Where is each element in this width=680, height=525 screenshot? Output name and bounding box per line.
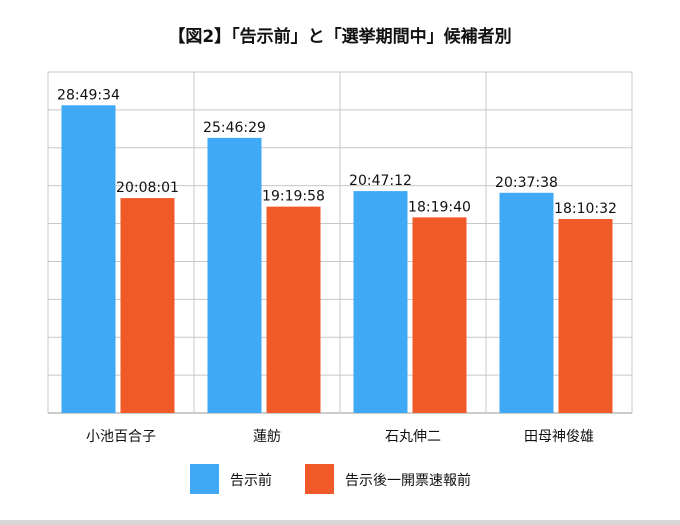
data-label: 20:47:12: [349, 173, 412, 189]
category-label: 田母神俊雄: [524, 429, 594, 445]
bar-after-1: [266, 206, 321, 413]
data-label: 20:37:38: [495, 175, 558, 191]
legend: 告示前 告示後一開票速報前: [190, 464, 471, 494]
data-label: 20:08:01: [116, 180, 179, 196]
legend-label: 告示前: [230, 472, 272, 489]
bars: [61, 105, 613, 413]
category-label: 石丸伸二: [385, 429, 441, 445]
labels: 28:49:34 20:08:01 小池百合子 25:46:29 19:19:58 蓮舫 2…: [57, 87, 617, 445]
legend-swatch: [305, 464, 334, 494]
bar-after-3: [558, 218, 613, 413]
bar-before-1: [207, 137, 262, 413]
category-label: 蓮舫: [253, 429, 281, 445]
bottom-divider: [0, 520, 680, 525]
bar-before-0: [61, 105, 116, 413]
chart-title: 【図2】「告示前」と「選挙期間中」候補者別: [168, 27, 512, 47]
grid-lines: [47, 71, 633, 414]
legend-swatch: [190, 464, 219, 494]
data-label: 18:19:40: [408, 199, 471, 215]
data-label: 19:19:58: [262, 189, 325, 205]
data-label: 25:46:29: [203, 120, 266, 136]
bar-before-2: [353, 191, 408, 413]
data-label: 28:49:34: [57, 87, 120, 103]
bar-after-2: [412, 217, 467, 413]
bar-before-3: [499, 192, 554, 413]
bar-after-0: [120, 198, 175, 413]
category-label: 小池百合子: [86, 429, 156, 445]
legend-label: 告示後一開票速報前: [345, 472, 471, 489]
data-label: 18:10:32: [554, 201, 617, 217]
